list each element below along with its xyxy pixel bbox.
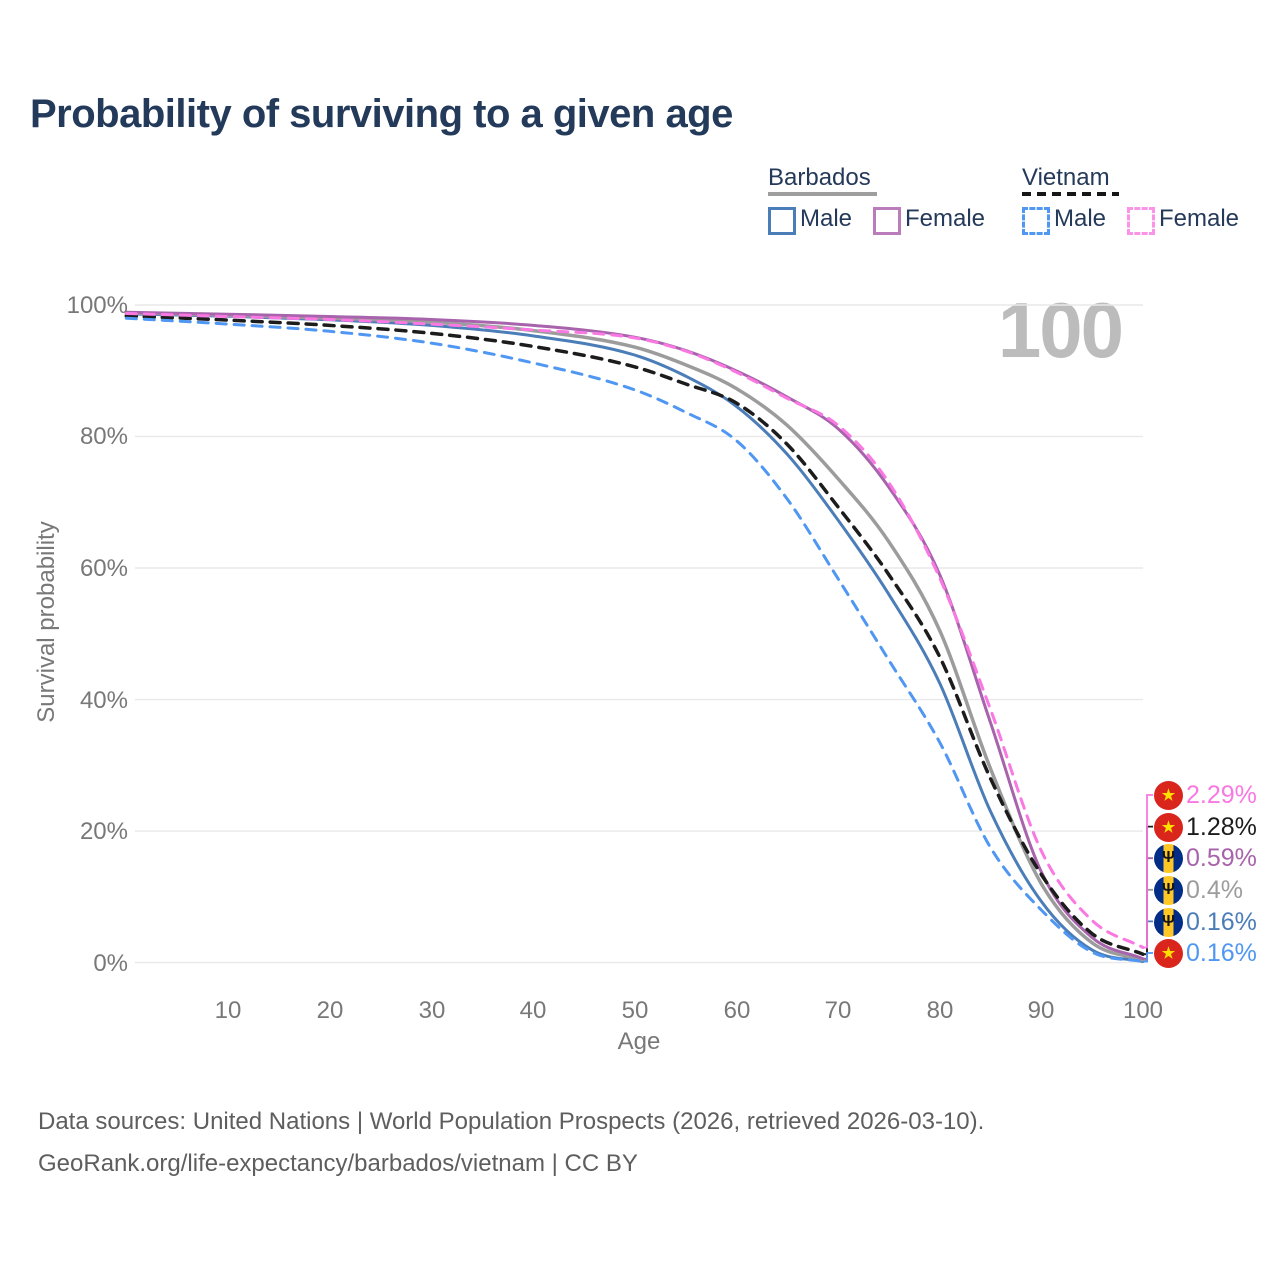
end-label-barbados-total: Ψ 0.4% — [1154, 875, 1243, 905]
series-vietnam-male — [124, 316, 1145, 963]
end-value: 0.16% — [1186, 938, 1257, 967]
series-vietnam-female — [124, 312, 1145, 949]
series-barbados-female — [124, 310, 1145, 961]
y-tick-60: 60% — [79, 555, 128, 582]
y-tick-0: 0% — [93, 950, 128, 977]
vietnam-flag-icon: ★ — [1154, 938, 1183, 968]
legend-swatch-vietnam-male[interactable] — [1022, 207, 1050, 235]
vietnam-flag-icon: ★ — [1154, 812, 1183, 842]
end-value: 0.59% — [1186, 843, 1257, 872]
legend-barbados-line-swatch — [768, 192, 877, 196]
age-watermark: 100 — [997, 286, 1124, 374]
legend-label-vietnam-male[interactable]: Male — [1054, 205, 1107, 232]
data-sources-line: Data sources: United Nations | World Pop… — [38, 1108, 985, 1135]
end-value: 1.28% — [1186, 812, 1257, 841]
end-label-vietnam-male: ★ 0.16% — [1154, 938, 1257, 968]
legend-swatch-barbados-male[interactable] — [768, 207, 796, 235]
end-label-barbados-male: Ψ 0.16% — [1154, 907, 1257, 937]
x-tick-90: 90 — [1027, 997, 1055, 1024]
y-tick-20: 20% — [79, 818, 128, 845]
attribution-line[interactable]: GeoRank.org/life-expectancy/barbados/vie… — [38, 1150, 638, 1177]
x-tick-10: 10 — [214, 997, 242, 1024]
barbados-flag-icon: Ψ — [1154, 875, 1183, 905]
series-barbados-total — [124, 311, 1145, 962]
x-tick-40: 40 — [519, 997, 547, 1024]
x-tick-30: 30 — [418, 997, 446, 1024]
end-value: 0.16% — [1186, 907, 1257, 936]
legend-group-vietnam: Vietnam — [1022, 164, 1110, 191]
x-tick-100: 100 — [1122, 997, 1164, 1024]
legend-group-barbados: Barbados — [768, 164, 871, 191]
legend-swatch-vietnam-female[interactable] — [1127, 207, 1155, 235]
page-title: Probability of surviving to a given age — [30, 92, 733, 136]
series-vietnam-total — [124, 314, 1145, 956]
barbados-flag-icon: Ψ — [1154, 843, 1183, 873]
vietnam-flag-icon: ★ — [1154, 780, 1183, 810]
x-tick-50: 50 — [621, 997, 649, 1024]
end-label-barbados-female: Ψ 0.59% — [1154, 843, 1257, 873]
x-tick-20: 20 — [316, 997, 344, 1024]
x-tick-60: 60 — [723, 997, 751, 1024]
x-axis-title: Age — [617, 1028, 661, 1055]
series-barbados-male — [124, 312, 1145, 963]
y-tick-80: 80% — [79, 423, 128, 450]
legend-label-vietnam-female[interactable]: Female — [1159, 205, 1240, 232]
end-label-vietnam-total: ★ 1.28% — [1154, 812, 1257, 842]
legend-swatch-barbados-female[interactable] — [873, 207, 901, 235]
end-value: 2.29% — [1186, 780, 1257, 809]
legend-label-barbados-female[interactable]: Female — [905, 205, 986, 232]
y-tick-40: 40% — [79, 687, 128, 714]
legend-label-barbados-male[interactable]: Male — [800, 205, 853, 232]
legend-vietnam-line-swatch — [1022, 192, 1119, 196]
y-axis-title: Survival probability — [33, 521, 60, 723]
x-tick-80: 80 — [926, 997, 954, 1024]
y-tick-100: 100% — [66, 292, 128, 319]
x-tick-70: 70 — [824, 997, 852, 1024]
end-label-vietnam-female: ★ 2.29% — [1154, 780, 1257, 810]
barbados-flag-icon: Ψ — [1154, 907, 1183, 937]
end-value: 0.4% — [1186, 875, 1243, 904]
